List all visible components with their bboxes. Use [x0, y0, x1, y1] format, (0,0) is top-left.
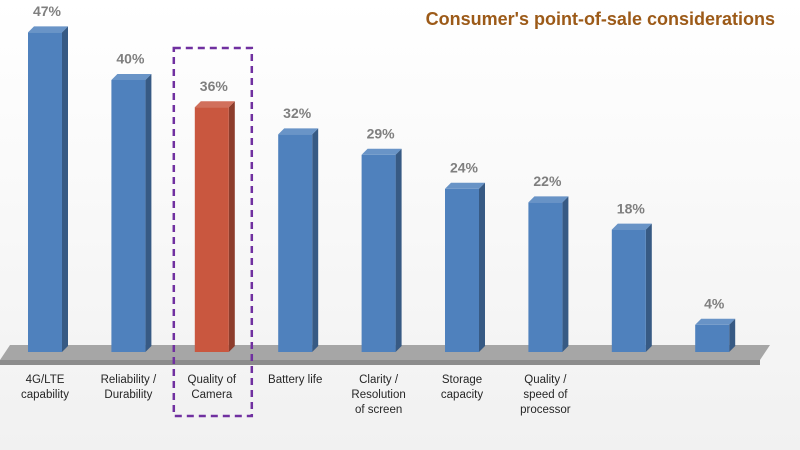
bar-side — [145, 74, 152, 352]
value-label: 36% — [200, 78, 229, 94]
bar-side — [479, 182, 485, 352]
bar-side — [729, 318, 736, 352]
bar — [361, 154, 396, 352]
bar — [528, 202, 563, 352]
bar — [28, 32, 62, 353]
x-tick-label: Clarity / Resolution of screen — [351, 374, 405, 416]
bar — [278, 134, 313, 352]
highlight-box — [172, 46, 254, 418]
bar — [194, 107, 229, 352]
value-label: 40% — [116, 51, 145, 67]
value-label: 32% — [283, 105, 312, 121]
bar-side — [395, 148, 402, 352]
x-tick-label: 4G/LTE capability — [21, 374, 69, 401]
bar-top — [445, 182, 485, 189]
bar-top — [528, 196, 569, 203]
value-label: 47% — [33, 3, 62, 19]
bar-side — [645, 223, 652, 352]
x-tick-label: Battery life — [268, 374, 322, 386]
bar — [445, 188, 479, 352]
floor — [0, 345, 770, 360]
bar-top — [194, 101, 235, 108]
bar-side — [228, 101, 235, 352]
x-tick-label: Quality of Camera — [188, 374, 237, 401]
x-tick-label: Storage capacity — [441, 374, 483, 401]
floor-edge — [0, 360, 760, 365]
bar-top — [611, 223, 652, 230]
value-label: 24% — [450, 160, 479, 176]
bar-side — [62, 26, 68, 353]
bar — [611, 229, 646, 352]
bar-top — [28, 26, 68, 33]
chart-title: Consumer's point-of-sale considerations — [426, 9, 775, 29]
bar-top — [111, 74, 152, 80]
bar-top — [361, 148, 402, 155]
value-label: 29% — [367, 126, 396, 142]
value-label: 18% — [617, 200, 646, 216]
bar-top — [278, 128, 319, 135]
bar-top — [695, 318, 736, 325]
value-label: 22% — [533, 173, 562, 189]
bar-side — [312, 128, 319, 352]
bar — [111, 80, 146, 352]
value-label: 4% — [704, 296, 725, 312]
x-tick-label: Quality / speed of processor — [520, 374, 571, 416]
x-tick-label: Reliability / Durability — [101, 374, 157, 401]
bar-side — [562, 196, 569, 352]
bar — [695, 324, 730, 352]
